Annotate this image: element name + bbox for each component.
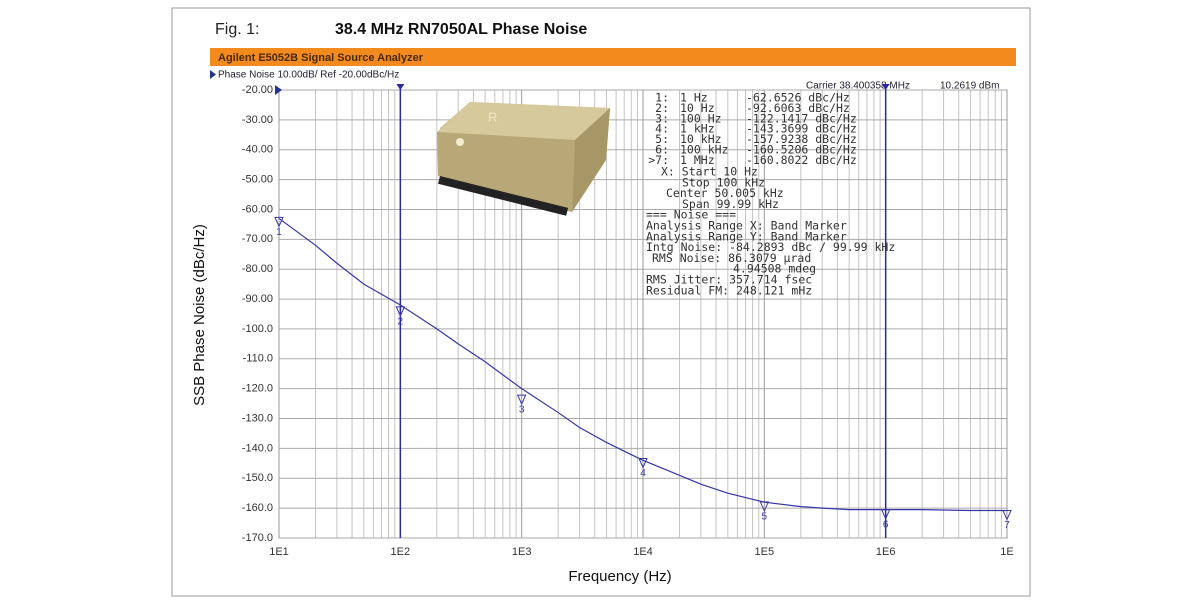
marker-label: 6 bbox=[883, 519, 889, 530]
y-tick-label: -30.00 bbox=[242, 114, 273, 126]
y-tick-label: -170.0 bbox=[242, 532, 273, 544]
marker bbox=[880, 509, 891, 520]
marker-freq: 10 kHz bbox=[680, 132, 722, 146]
band-marker-head bbox=[396, 84, 405, 90]
marker-id: 5: bbox=[655, 132, 669, 146]
y-tick-label: -150.0 bbox=[242, 472, 273, 484]
figure-label: Fig. 1: bbox=[215, 21, 259, 38]
info-line: 4.94508 mdeg bbox=[733, 262, 816, 276]
info-line: RMS Noise: 86.3079 µrad bbox=[652, 251, 811, 265]
marker-value: -143.3699 dBc/Hz bbox=[746, 122, 857, 136]
info-line: Stop 100 kHz bbox=[682, 175, 765, 189]
y-tick-label: -20.00 bbox=[242, 84, 273, 96]
y-tick-label: -110.0 bbox=[243, 353, 273, 365]
x-tick-label: 1E1 bbox=[269, 546, 289, 558]
info-line: Analysis Range Y: Band Marker bbox=[646, 229, 847, 243]
marker-label: 4 bbox=[640, 468, 646, 479]
info-line: Residual FM: 248.121 mHz bbox=[646, 283, 812, 297]
x-tick-label: 1E3 bbox=[512, 546, 532, 558]
marker bbox=[395, 306, 406, 318]
marker-label: 2 bbox=[398, 316, 404, 327]
instrument-name: Agilent E5052B Signal Source Analyzer bbox=[218, 52, 424, 64]
marker-value: -160.5206 dBc/Hz bbox=[746, 143, 857, 157]
marker bbox=[274, 216, 284, 228]
trace-label: Phase Noise 10.00dB/ Ref -20.00dBc/Hz bbox=[218, 70, 399, 81]
y-tick-label: -40.00 bbox=[242, 144, 273, 156]
x-tick-label: 1E6 bbox=[876, 546, 896, 558]
trace-arrow bbox=[210, 70, 216, 79]
marker-freq: 1 MHz bbox=[680, 153, 715, 167]
info-line: Analysis Range X: Band Marker bbox=[646, 219, 847, 233]
y-tick-label: -160.0 bbox=[242, 502, 273, 514]
y-tick-label: -120.0 bbox=[242, 383, 273, 395]
power: 10.2619 dBm bbox=[940, 81, 1000, 92]
y-tick-label: -90.00 bbox=[242, 293, 273, 305]
x-tick-label: 1E5 bbox=[755, 546, 775, 558]
marker-id: 3: bbox=[655, 111, 669, 125]
marker bbox=[759, 501, 770, 513]
y-tick-label: -100.0 bbox=[242, 323, 273, 335]
plot-area: -20.00 -30.00 -40.00 -50.00 -60.00 -70.00 -80.… bbox=[242, 84, 1014, 558]
info-line: X: Start 10 Hz bbox=[661, 165, 758, 179]
marker-label: 3 bbox=[519, 405, 525, 416]
marker-id: 2: bbox=[655, 101, 669, 115]
marker-value: -122.1417 dBc/Hz bbox=[746, 111, 857, 125]
marker-freq: 100 Hz bbox=[680, 111, 722, 125]
marker-label: 1 bbox=[276, 227, 282, 238]
carrier: Carrier 38.400358 MHz bbox=[806, 81, 910, 92]
marker-label: 5 bbox=[762, 512, 768, 523]
marker bbox=[638, 457, 648, 469]
marker-id: 4: bbox=[655, 122, 669, 136]
info-line: === Noise === bbox=[646, 208, 736, 222]
marker-id: 6: bbox=[655, 143, 669, 157]
marker-id: >7: bbox=[648, 153, 669, 167]
instrument-bar bbox=[210, 48, 1016, 66]
trace-line bbox=[278, 217, 1007, 512]
ref-arrow bbox=[275, 85, 282, 95]
marker-freq: 10 Hz bbox=[680, 101, 715, 115]
marker-id: 1: bbox=[655, 91, 669, 105]
marker-value: -157.9238 dBc/Hz bbox=[746, 132, 857, 146]
marker-label: 7 bbox=[1004, 520, 1010, 531]
marker-value: -92.6063 dBc/Hz bbox=[746, 101, 850, 115]
chart-title: 38.4 MHz RN7050AL Phase Noise bbox=[335, 21, 587, 38]
y-tick-label: -70.00 bbox=[242, 233, 273, 245]
info-line: Intg Noise: -84.2893 dBc / 99.99 kHz bbox=[646, 240, 895, 254]
y-axis-label: SSB Phase Noise (dBc/Hz) bbox=[191, 224, 208, 406]
marker-freq: 100 kHz bbox=[680, 143, 728, 157]
marker-value: -62.6526 dBc/Hz bbox=[746, 91, 850, 105]
x-tick-label: 1E bbox=[1000, 546, 1013, 558]
band-marker-head bbox=[881, 84, 890, 90]
x-tick-label: 1E4 bbox=[633, 546, 653, 558]
info-line: Span 99.99 kHz bbox=[682, 197, 779, 211]
product-marking: R bbox=[488, 109, 497, 124]
marker-value: -160.8022 dBc/Hz bbox=[746, 153, 857, 167]
marker bbox=[1002, 510, 1012, 521]
marker-freq: 1 kHz bbox=[680, 122, 715, 136]
marker-freq: 1 Hz bbox=[680, 91, 708, 105]
info-line: RMS Jitter: 357.714 fsec bbox=[646, 273, 812, 287]
marker bbox=[516, 394, 527, 406]
y-tick-label: -140.0 bbox=[242, 442, 273, 454]
y-tick-label: -130.0 bbox=[242, 412, 273, 424]
info-line: Center 50.005 kHz bbox=[666, 186, 784, 200]
y-tick-label: -50.00 bbox=[242, 174, 273, 186]
x-tick-label: 1E2 bbox=[391, 546, 411, 558]
x-axis-label: Frequency (Hz) bbox=[568, 568, 671, 585]
y-tick-label: -60.00 bbox=[242, 203, 273, 215]
product-photo: R bbox=[437, 102, 610, 216]
y-tick-label: -80.00 bbox=[242, 263, 273, 275]
